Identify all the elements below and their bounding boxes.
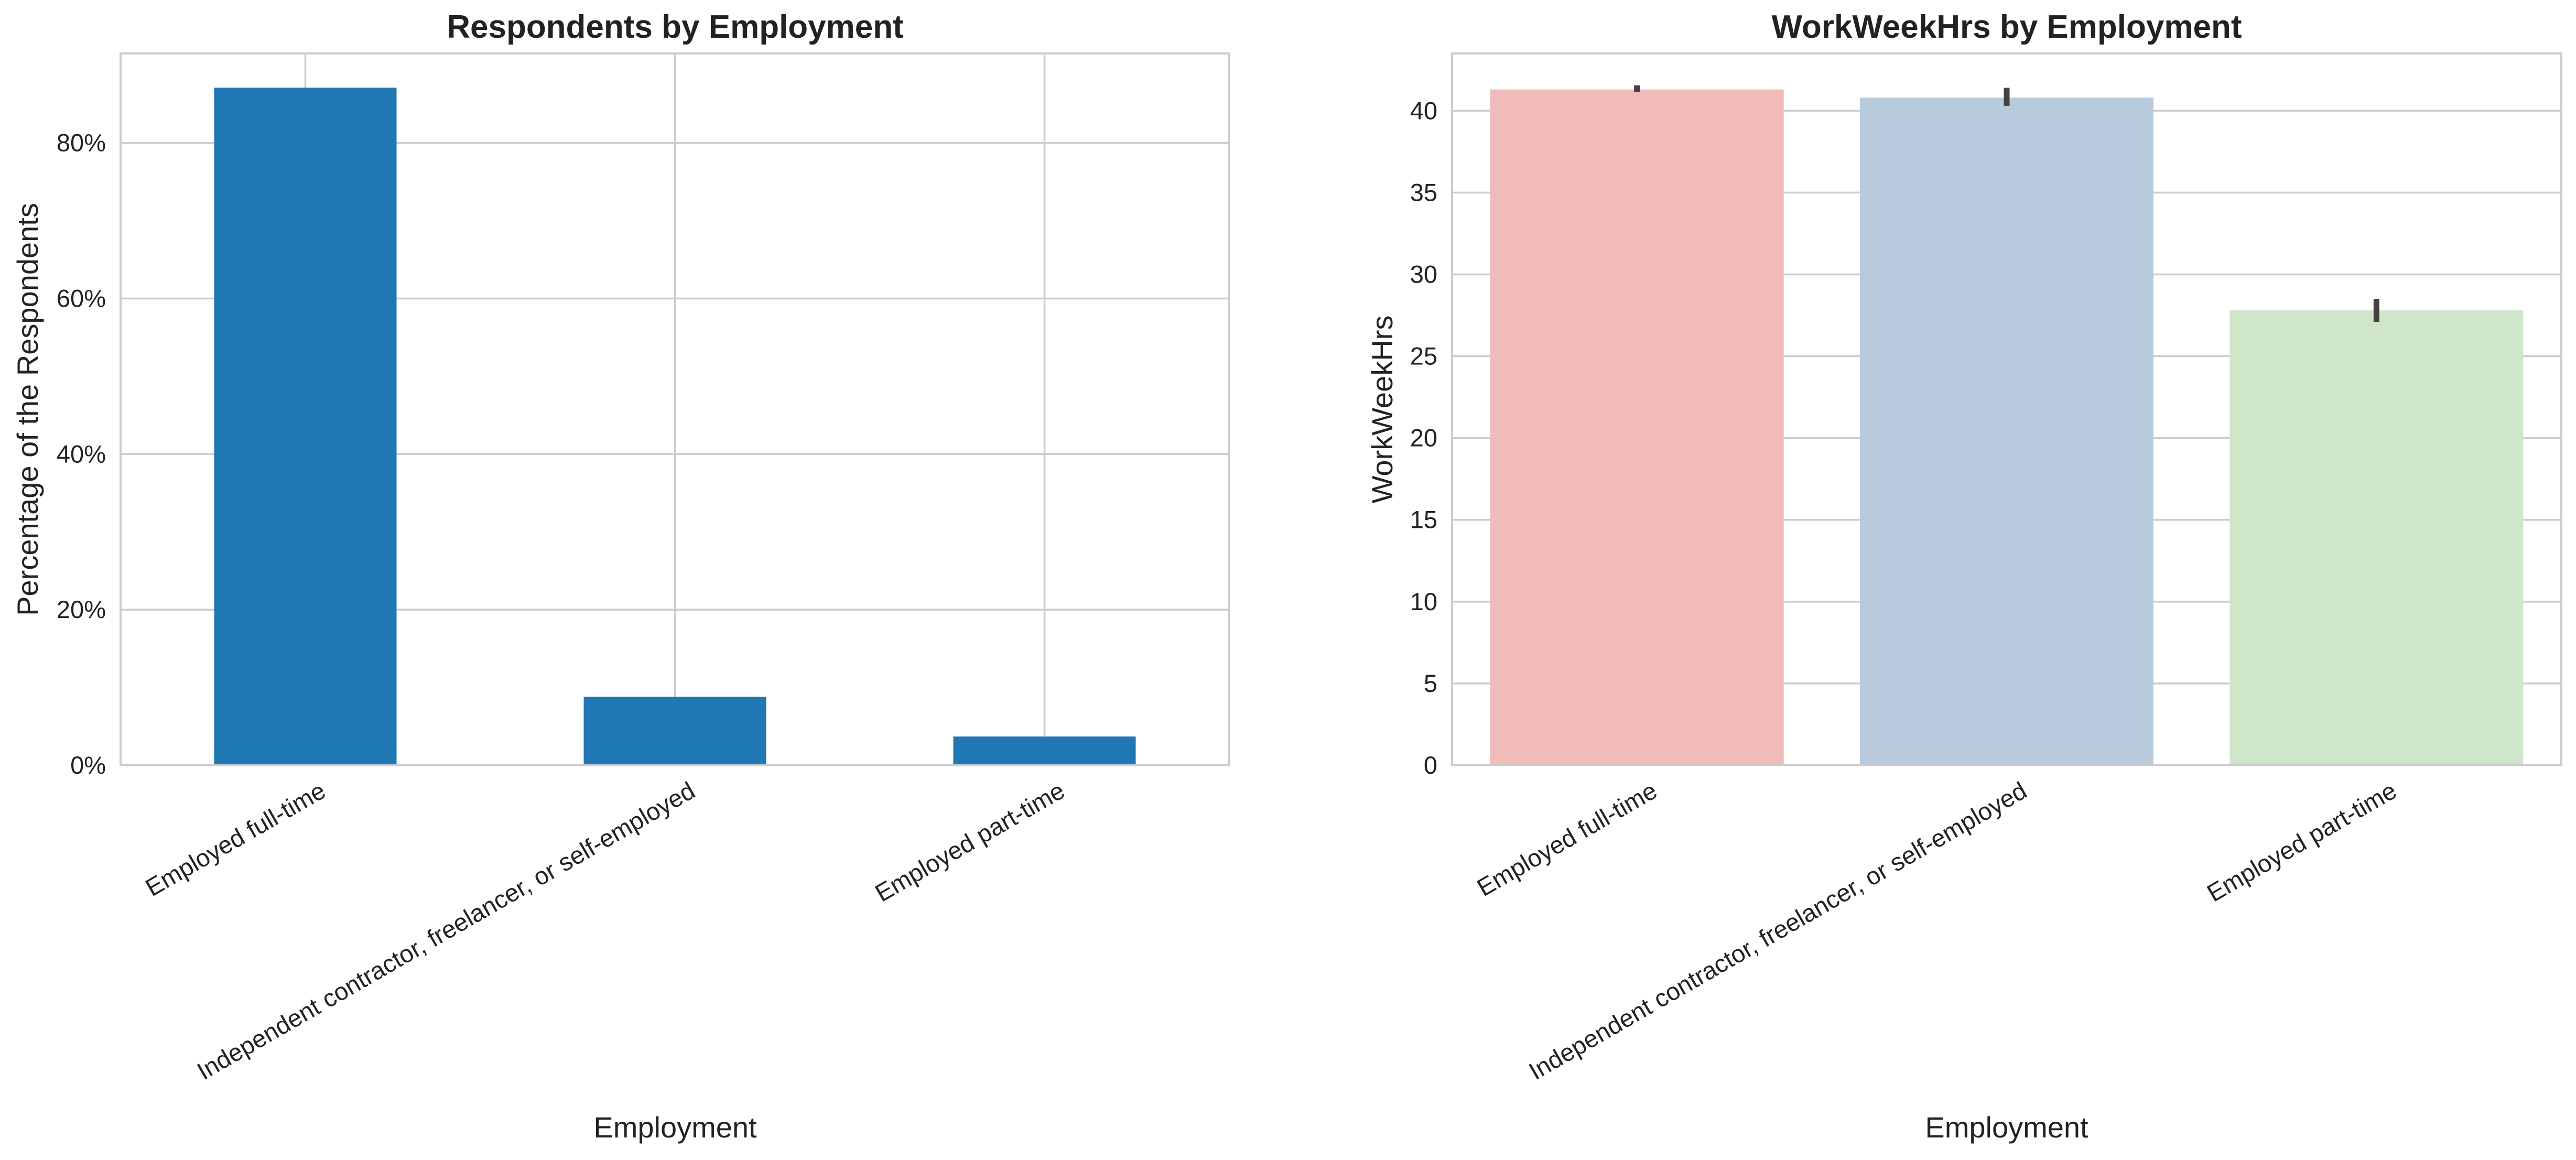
y-tick-label: 30 — [1410, 260, 1437, 288]
x-tick-label: Employed part-time — [870, 776, 1069, 907]
bar — [953, 736, 1136, 765]
y-tick-label: 15 — [1410, 506, 1437, 534]
y-tick-label: 0% — [70, 751, 106, 779]
y-tick-label: 10 — [1410, 588, 1437, 615]
y-tick-label: 0 — [1424, 751, 1437, 779]
y-tick-label: 25 — [1410, 342, 1437, 370]
plot-frame — [1451, 52, 2562, 766]
y-tick-labels: 0 5 10 15 20 25 30 35 40 — [1410, 96, 1437, 779]
bar — [1490, 89, 1784, 766]
chart-title: WorkWeekHrs by Employment — [1772, 9, 2242, 45]
y-tick-label: 60% — [57, 285, 106, 312]
bar — [1860, 97, 2153, 765]
y-tick-label: 40% — [57, 440, 106, 468]
plot-frame — [120, 52, 1230, 766]
chart-title: Respondents by Employment — [447, 9, 904, 45]
x-axis-label: Employment — [1925, 1111, 2088, 1144]
y-axis-label: Percentage of the Respondents — [11, 203, 44, 616]
x-axis-label: Employment — [593, 1111, 757, 1144]
y-tick-labels: 0% 20% 40% 60% 80% — [57, 129, 106, 779]
bar — [214, 88, 397, 765]
chart-respondents: 0% 20% 40% 60% 80% Employed full-timeIndepen… — [11, 9, 1230, 1144]
x-tick-label: Employed part-time — [2202, 776, 2401, 907]
y-axis-label: WorkWeekHrs — [1366, 316, 1399, 504]
x-tick-label: Employed full-time — [140, 776, 330, 902]
bars — [1490, 89, 2524, 766]
y-tick-label: 40 — [1410, 96, 1437, 124]
y-tick-label: 20 — [1410, 424, 1437, 452]
y-tick-label: 5 — [1424, 669, 1437, 697]
error-bars — [1634, 85, 2379, 322]
bars — [214, 88, 1136, 765]
y-tick-label: 20% — [57, 595, 106, 623]
bar — [2229, 310, 2524, 765]
y-tick-label: 35 — [1410, 178, 1437, 206]
x-tick-label: Employed full-time — [1472, 776, 1661, 902]
chart-workweekhrs: 0 5 10 15 20 25 30 35 40 Employed full-timeIndep… — [1366, 9, 2562, 1144]
y-tick-label: 80% — [57, 129, 106, 157]
bar — [583, 697, 766, 765]
